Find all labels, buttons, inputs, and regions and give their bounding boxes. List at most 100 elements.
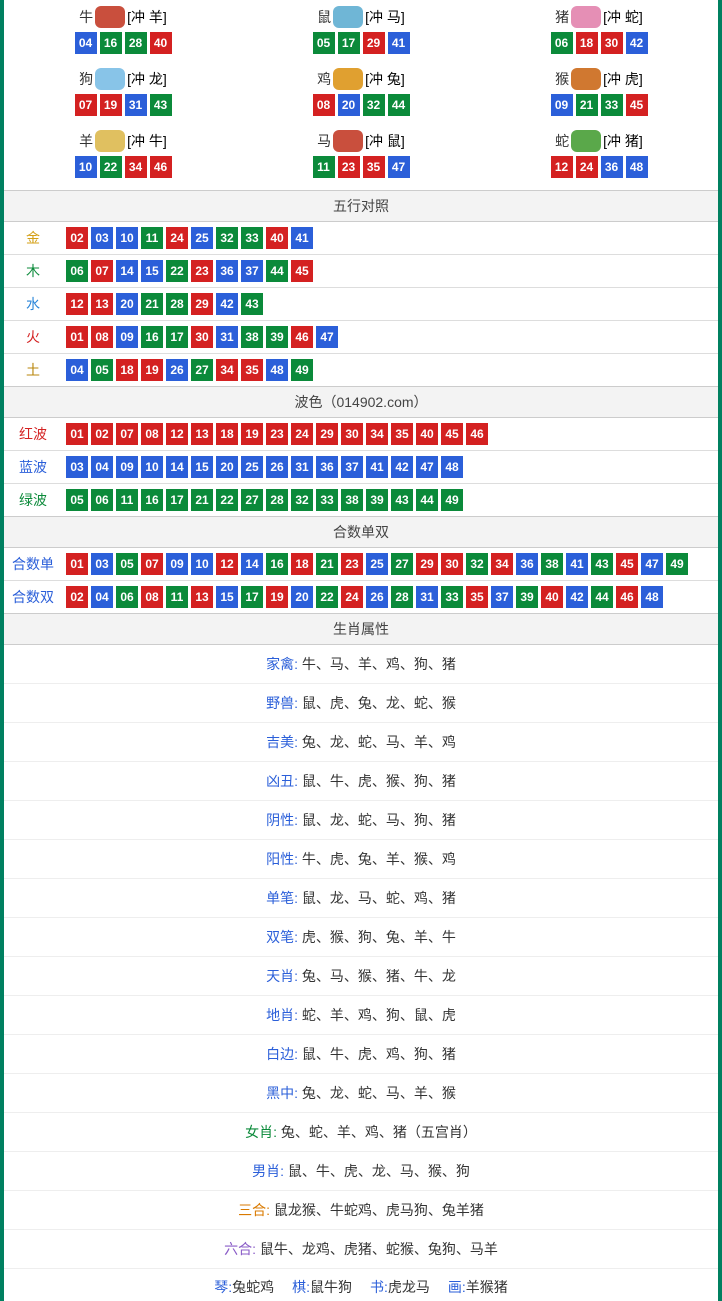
attr-row: 单笔: 鼠、龙、马、蛇、鸡、猪: [4, 879, 718, 918]
number-chip: 07: [75, 94, 97, 116]
number-chip: 13: [191, 586, 213, 608]
attr-row: 凶丑: 鼠、牛、虎、猴、狗、猪: [4, 762, 718, 801]
number-chip: 21: [141, 293, 163, 315]
number-chip: 23: [341, 553, 363, 575]
fourbox-label: 琴:: [214, 1279, 232, 1295]
number-chip: 18: [291, 553, 313, 575]
zodiac-numbers: 05172941: [242, 32, 480, 54]
number-chip: 20: [216, 456, 238, 478]
number-chip: 06: [116, 586, 138, 608]
number-chip: 38: [341, 489, 363, 511]
number-chip: 03: [91, 227, 113, 249]
attr-row: 地肖: 蛇、羊、鸡、狗、鼠、虎: [4, 996, 718, 1035]
number-chip: 03: [91, 553, 113, 575]
number-chip: 41: [291, 227, 313, 249]
zodiac-cell: 牛[冲 羊]04162840: [4, 6, 242, 54]
number-chip: 18: [216, 423, 238, 445]
attr-value: 鼠、牛、虎、龙、马、猴、狗: [288, 1163, 470, 1179]
zodiac-name: 猴: [555, 69, 569, 89]
number-chip: 11: [166, 586, 188, 608]
zodiac-icon: [571, 6, 601, 28]
number-chip: 17: [166, 326, 188, 348]
number-chip: 33: [601, 94, 623, 116]
row-numbers: 0102070812131819232429303435404546: [56, 423, 488, 445]
number-chip: 30: [191, 326, 213, 348]
number-chip: 08: [313, 94, 335, 116]
number-chip: 22: [100, 156, 122, 178]
number-chip: 25: [241, 456, 263, 478]
attr-value: 鼠、龙、马、蛇、鸡、猪: [302, 890, 456, 906]
fourbox-label: 书:: [370, 1279, 388, 1295]
attr-label: 男肖:: [252, 1163, 288, 1179]
number-chip: 27: [391, 553, 413, 575]
row-numbers: 05061116172122272832333839434449: [56, 489, 463, 511]
number-chip: 14: [166, 456, 188, 478]
number-chip: 26: [166, 359, 188, 381]
number-chip: 06: [66, 260, 88, 282]
number-chip: 16: [141, 489, 163, 511]
row-numbers: 0204060811131517192022242628313335373940…: [56, 586, 663, 608]
attr-row: 双笔: 虎、猴、狗、兔、羊、牛: [4, 918, 718, 957]
labeled-row: 木06071415222336374445: [4, 255, 718, 288]
fourbox-item: 画:羊猴猪: [448, 1277, 508, 1297]
number-chip: 23: [266, 423, 288, 445]
number-chip: 44: [416, 489, 438, 511]
number-chip: 30: [601, 32, 623, 54]
attr-value: 虎、猴、狗、兔、羊、牛: [302, 929, 456, 945]
number-chip: 07: [91, 260, 113, 282]
attr-label: 家禽:: [266, 656, 302, 672]
row-label: 合数单: [10, 554, 56, 574]
fourbox-value: 兔蛇鸡: [232, 1279, 274, 1295]
number-chip: 21: [191, 489, 213, 511]
number-chip: 40: [541, 586, 563, 608]
zodiac-icon: [333, 130, 363, 152]
number-chip: 36: [601, 156, 623, 178]
fourbox-value: 羊猴猪: [466, 1279, 508, 1295]
number-chip: 11: [141, 227, 163, 249]
number-chip: 19: [241, 423, 263, 445]
number-chip: 16: [141, 326, 163, 348]
number-chip: 08: [141, 423, 163, 445]
number-chip: 42: [216, 293, 238, 315]
number-chip: 43: [241, 293, 263, 315]
zodiac-icon: [571, 130, 601, 152]
number-chip: 05: [313, 32, 335, 54]
number-chip: 47: [416, 456, 438, 478]
number-chip: 18: [116, 359, 138, 381]
number-chip: 40: [150, 32, 172, 54]
number-chip: 15: [141, 260, 163, 282]
zodiac-clash: [冲 龙]: [127, 69, 167, 89]
attr-label: 阳性:: [266, 851, 302, 867]
zodiac-clash: [冲 羊]: [127, 7, 167, 27]
number-chip: 46: [291, 326, 313, 348]
number-chip: 17: [338, 32, 360, 54]
number-chip: 01: [66, 326, 88, 348]
attr-row: 黑中: 兔、龙、蛇、马、羊、猴: [4, 1074, 718, 1113]
section-header-heshu: 合数单双: [4, 516, 718, 548]
number-chip: 44: [388, 94, 410, 116]
zodiac-numbers: 10223446: [4, 156, 242, 178]
number-chip: 45: [291, 260, 313, 282]
number-chip: 45: [626, 94, 648, 116]
row-label: 绿波: [10, 490, 56, 510]
attr-value: 牛、马、羊、鸡、狗、猪: [302, 656, 456, 672]
zodiac-name: 鸡: [317, 69, 331, 89]
number-chip: 11: [116, 489, 138, 511]
number-chip: 11: [313, 156, 335, 178]
number-chip: 34: [216, 359, 238, 381]
number-chip: 35: [466, 586, 488, 608]
number-chip: 29: [191, 293, 213, 315]
row-numbers: 03040910141520252631363741424748: [56, 456, 463, 478]
number-chip: 48: [626, 156, 648, 178]
number-chip: 09: [116, 326, 138, 348]
number-chip: 24: [166, 227, 188, 249]
page-wrap: 牛[冲 羊]04162840鼠[冲 马]05172941猪[冲 蛇]061830…: [0, 0, 722, 1301]
number-chip: 39: [516, 586, 538, 608]
number-chip: 07: [116, 423, 138, 445]
zodiac-name: 狗: [79, 69, 93, 89]
attr-value: 鼠牛、龙鸡、虎猪、蛇猴、兔狗、马羊: [260, 1241, 498, 1257]
number-chip: 01: [66, 423, 88, 445]
number-chip: 40: [266, 227, 288, 249]
labeled-row: 火0108091617303138394647: [4, 321, 718, 354]
number-chip: 38: [241, 326, 263, 348]
